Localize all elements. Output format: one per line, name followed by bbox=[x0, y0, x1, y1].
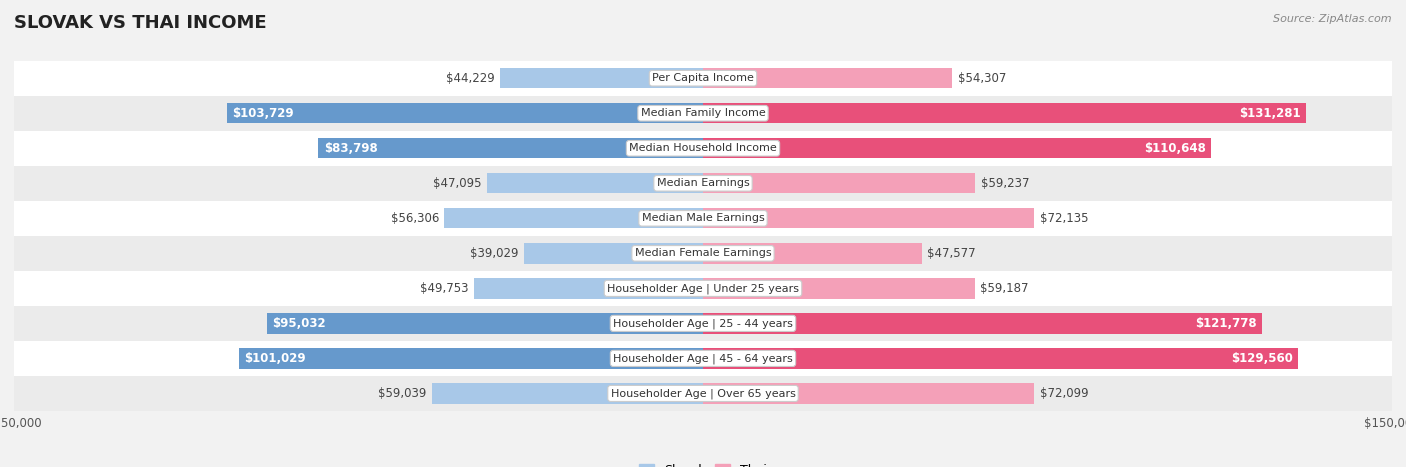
Bar bbox=[14, 131, 1392, 166]
Bar bbox=[703, 68, 952, 88]
Bar bbox=[14, 236, 1392, 271]
Bar bbox=[14, 341, 1392, 376]
Bar bbox=[703, 138, 1211, 158]
Bar bbox=[14, 61, 1392, 96]
Text: $95,032: $95,032 bbox=[271, 317, 326, 330]
Bar bbox=[14, 271, 1392, 306]
Bar bbox=[474, 278, 703, 298]
Bar bbox=[226, 103, 703, 123]
Text: $103,729: $103,729 bbox=[232, 107, 294, 120]
Bar bbox=[318, 138, 703, 158]
Text: $131,281: $131,281 bbox=[1239, 107, 1301, 120]
Text: $59,237: $59,237 bbox=[980, 177, 1029, 190]
Bar bbox=[14, 96, 1392, 131]
Bar bbox=[703, 173, 976, 193]
Bar bbox=[703, 383, 1035, 403]
Bar bbox=[501, 68, 703, 88]
Text: $83,798: $83,798 bbox=[323, 142, 377, 155]
Bar bbox=[267, 313, 703, 333]
Bar bbox=[524, 243, 703, 263]
Text: Median Family Income: Median Family Income bbox=[641, 108, 765, 118]
Text: $72,135: $72,135 bbox=[1040, 212, 1088, 225]
Text: Householder Age | 25 - 44 years: Householder Age | 25 - 44 years bbox=[613, 318, 793, 329]
Bar bbox=[703, 103, 1306, 123]
Text: Householder Age | Under 25 years: Householder Age | Under 25 years bbox=[607, 283, 799, 294]
Bar bbox=[703, 313, 1263, 333]
Text: $39,029: $39,029 bbox=[470, 247, 519, 260]
Text: Median Earnings: Median Earnings bbox=[657, 178, 749, 188]
Text: Householder Age | Over 65 years: Householder Age | Over 65 years bbox=[610, 388, 796, 399]
Bar bbox=[14, 306, 1392, 341]
Bar bbox=[14, 376, 1392, 411]
Text: $121,778: $121,778 bbox=[1195, 317, 1257, 330]
Text: Per Capita Income: Per Capita Income bbox=[652, 73, 754, 83]
Text: $54,307: $54,307 bbox=[957, 72, 1007, 85]
Text: $72,099: $72,099 bbox=[1039, 387, 1088, 400]
Bar bbox=[14, 201, 1392, 236]
Text: $47,095: $47,095 bbox=[433, 177, 481, 190]
Text: $59,039: $59,039 bbox=[378, 387, 426, 400]
Text: $59,187: $59,187 bbox=[980, 282, 1029, 295]
Bar bbox=[486, 173, 703, 193]
Bar bbox=[444, 208, 703, 228]
Text: Median Female Earnings: Median Female Earnings bbox=[634, 248, 772, 258]
Text: $129,560: $129,560 bbox=[1230, 352, 1292, 365]
Bar bbox=[703, 208, 1035, 228]
Text: $110,648: $110,648 bbox=[1144, 142, 1206, 155]
Text: $47,577: $47,577 bbox=[927, 247, 976, 260]
Text: $44,229: $44,229 bbox=[446, 72, 495, 85]
Text: Source: ZipAtlas.com: Source: ZipAtlas.com bbox=[1274, 14, 1392, 24]
Text: $49,753: $49,753 bbox=[420, 282, 470, 295]
Text: $101,029: $101,029 bbox=[245, 352, 307, 365]
Bar bbox=[703, 278, 974, 298]
Text: Median Household Income: Median Household Income bbox=[628, 143, 778, 153]
Text: Householder Age | 45 - 64 years: Householder Age | 45 - 64 years bbox=[613, 353, 793, 364]
Bar bbox=[432, 383, 703, 403]
Legend: Slovak, Thai: Slovak, Thai bbox=[634, 459, 772, 467]
Text: Median Male Earnings: Median Male Earnings bbox=[641, 213, 765, 223]
Text: SLOVAK VS THAI INCOME: SLOVAK VS THAI INCOME bbox=[14, 14, 267, 32]
Bar bbox=[703, 243, 921, 263]
Bar bbox=[14, 166, 1392, 201]
Bar bbox=[703, 348, 1298, 368]
Text: $56,306: $56,306 bbox=[391, 212, 439, 225]
Bar bbox=[239, 348, 703, 368]
